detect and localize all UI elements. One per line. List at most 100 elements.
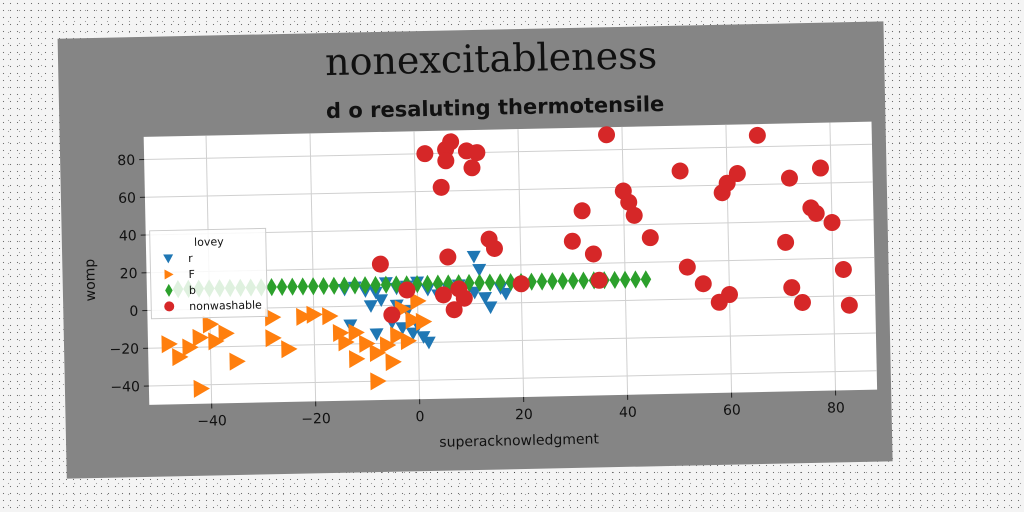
scatter-point-b (557, 271, 569, 291)
scatter-point-r (466, 250, 481, 264)
scatter-point-nonwashable (671, 162, 689, 180)
x-tick-label: −20 (301, 411, 331, 428)
scatter-point-b (547, 272, 558, 291)
scatter-point-F (338, 333, 355, 352)
legend-label-b: b (189, 284, 196, 297)
scatter-point-F (281, 340, 298, 359)
scatter-point-r (369, 328, 384, 342)
scatter-point-F (359, 334, 376, 353)
scatter-point-nonwashable (573, 202, 591, 220)
axis-ticks: −40 −20 0 20 40 60 80 −40 −20 0 20 40 60 80 (109, 153, 845, 430)
legend-label-r: r (188, 252, 193, 265)
scatter-point-nonwashable (512, 275, 530, 293)
scatter-point-nonwashable (840, 296, 858, 314)
scatter-point-F (172, 348, 189, 367)
scatter-point-nonwashable (563, 232, 581, 250)
scatter-point-nonwashable (455, 289, 473, 307)
y-tick-label: −20 (109, 341, 139, 358)
y-grid-line (148, 332, 876, 349)
scatter-point-F (264, 308, 282, 327)
x-tick-label: 60 (723, 402, 741, 418)
scatter-point-b (495, 273, 506, 292)
scatter-point-b (630, 270, 641, 289)
scatter-point-b (463, 273, 475, 293)
scatter-point-F (296, 307, 313, 326)
legend-box (149, 227, 268, 320)
scatter-point-b (307, 277, 319, 296)
legend-label-F: F (188, 268, 195, 281)
scatter-point-nonwashable (641, 229, 659, 247)
scatter-point-F (161, 335, 178, 354)
scatter-point-nonwashable (625, 206, 643, 224)
y-grid-line (147, 294, 876, 312)
x-grid-line (413, 131, 421, 400)
scatter-point-nonwashable (720, 286, 738, 304)
x-tick-label: 0 (415, 409, 424, 425)
scatter-point-nonwashable (398, 281, 416, 299)
scatter-point-b (640, 270, 652, 289)
scatter-point-b (287, 277, 298, 296)
scatter-point-nonwashable (584, 245, 602, 263)
x-grid-line (309, 133, 317, 402)
scatter-point-nonwashable (445, 301, 463, 319)
scatter-point-b (276, 277, 288, 297)
legend-marker-F (164, 269, 174, 280)
y-grid-line (145, 219, 874, 236)
scatter-point-nonwashable (468, 144, 486, 162)
scatter-point-F (265, 329, 282, 348)
legend-label-nonwashable: nonwashable (189, 298, 262, 313)
scatter-point-nonwashable (432, 178, 450, 196)
scatter-point-nonwashable (780, 169, 798, 187)
legend-marker-r (163, 254, 174, 264)
scatter-point-b (619, 270, 631, 289)
y-tick-label: 0 (129, 304, 138, 320)
scatter-point-nonwashable (590, 271, 608, 289)
y-tick-label: 20 (120, 266, 138, 282)
scatter-point-b (359, 276, 371, 295)
scatter-point-b (411, 274, 423, 294)
x-grid-line (829, 122, 837, 391)
plot-area (143, 121, 878, 405)
scatter-point-nonwashable (371, 255, 389, 273)
scatter-point-b (474, 273, 485, 292)
scatter-point-nonwashable (383, 306, 401, 324)
scatter-point-nonwashable (620, 193, 638, 211)
scatter-point-F (182, 338, 199, 357)
legend-marker-b (165, 283, 173, 297)
scatter-point-nonwashable (811, 159, 829, 177)
x-tick-label: −40 (197, 413, 227, 430)
scatter-point-r (467, 286, 482, 300)
scatter-point-F (192, 328, 209, 347)
scatter-point-nonwashable (678, 258, 696, 276)
scatter-point-nonwashable (777, 233, 795, 251)
scatter-point-nonwashable (793, 293, 811, 311)
scatter-point-r (483, 301, 498, 315)
x-grid-line (517, 129, 525, 398)
scatter-point-r (421, 336, 436, 350)
scatter-point-F (229, 352, 246, 371)
chart-title: nonexcitableness (325, 33, 658, 84)
scatter-point-r (498, 287, 513, 301)
scatter-point-F (400, 332, 417, 351)
data-marks (161, 126, 858, 398)
scatter-point-b (567, 271, 579, 290)
x-grid-line (725, 124, 733, 393)
scatter-point-nonwashable (437, 152, 455, 170)
scatter-point-nonwashable (807, 204, 825, 222)
y-tick-label: 80 (117, 153, 135, 169)
scatter-point-b (339, 276, 350, 295)
scatter-point-b (266, 278, 277, 297)
scatter-point-b (422, 274, 433, 293)
scatter-point-nonwashable (823, 214, 841, 232)
x-axis-label: superacknowledgment (439, 431, 599, 450)
scatter-point-nonwashable (416, 145, 434, 163)
scatter-point-r (472, 263, 487, 277)
scatter-point-b (297, 277, 309, 296)
scatter-point-nonwashable (694, 275, 712, 293)
scatter-point-b (318, 276, 329, 296)
scatter-point-F (218, 324, 235, 343)
scatter-point-nonwashable (439, 248, 457, 266)
scatter-point-F (208, 332, 225, 351)
